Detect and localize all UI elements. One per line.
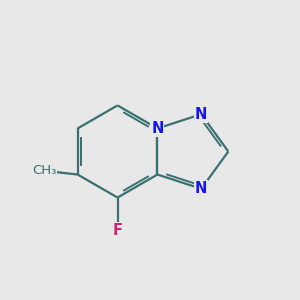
Text: N: N [151, 121, 164, 136]
Text: CH₃: CH₃ [32, 164, 57, 177]
Text: F: F [112, 223, 122, 238]
Text: N: N [195, 181, 207, 196]
Text: N: N [195, 107, 207, 122]
